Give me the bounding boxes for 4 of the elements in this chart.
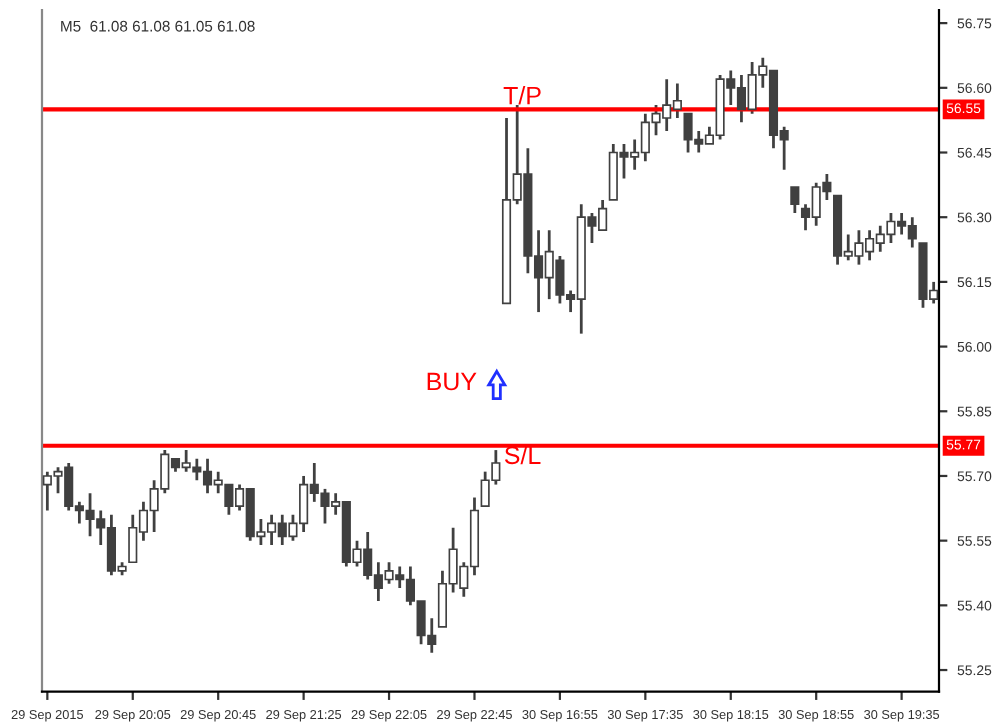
candlestick (790, 185, 800, 215)
annotation: T/P (503, 86, 541, 105)
annotation: BUY (427, 372, 477, 391)
annotation: S/L (504, 445, 541, 465)
